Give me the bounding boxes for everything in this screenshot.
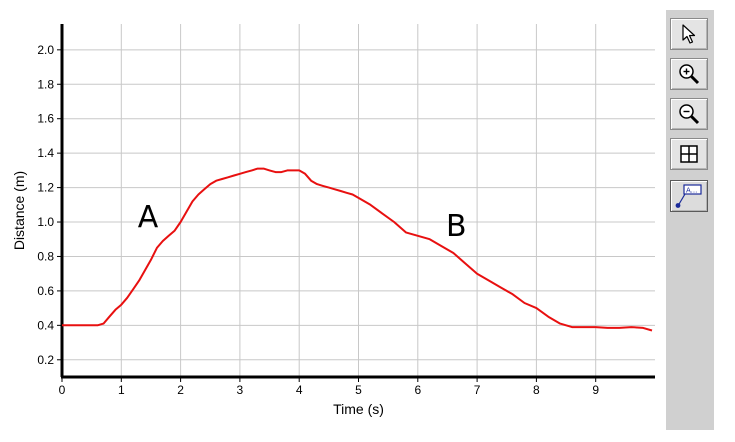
y-tick-label: 1.0	[37, 215, 54, 229]
x-tick-label: 7	[474, 383, 481, 397]
y-tick-label: 1.6	[37, 112, 54, 126]
select-pointer-button[interactable]	[670, 18, 708, 50]
x-tick-label: 3	[237, 383, 244, 397]
distance-time-chart: 0 1 2 3 4 5 6 7 8 9 0.2 0.4 0.6 0.8 1.0 1.2 1.4 1.6 1.8 2.…	[11, 24, 655, 417]
graph-toolbar: A...	[666, 10, 714, 430]
zoom-in-button[interactable]	[670, 58, 708, 90]
svg-text:A...: A...	[686, 187, 697, 195]
x-tick-label: 2	[177, 383, 184, 397]
y-tick-label: 1.8	[37, 77, 54, 91]
y-tick-label: 0.4	[37, 318, 54, 332]
x-tick-label: 4	[296, 383, 303, 397]
y-axis-title: Distance (m)	[11, 171, 27, 250]
y-tick-label: 0.6	[37, 284, 54, 298]
x-tick-label: 8	[533, 383, 540, 397]
x-tick-label: 5	[355, 383, 362, 397]
y-tick-label: 2.0	[37, 43, 54, 57]
distance-series-line	[62, 167, 653, 332]
x-tick-label: 6	[414, 383, 421, 397]
y-tick-label: 0.2	[37, 353, 54, 367]
x-axis-ticks: 0 1 2 3 4 5 6 7 8 9	[59, 377, 599, 397]
series-layer	[62, 167, 653, 332]
zoom-out-icon	[679, 104, 700, 125]
grid-toggle-button[interactable]	[670, 138, 708, 170]
zoom-in-icon	[679, 64, 700, 85]
y-tick-label: 0.8	[37, 249, 54, 263]
annotation-label-b: B	[446, 209, 467, 244]
y-tick-label: 1.4	[37, 146, 54, 160]
x-tick-label: 0	[59, 383, 66, 397]
y-axis-ticks: 0.2 0.4 0.6 0.8 1.0 1.2 1.4 1.6 1.8 2.0	[37, 43, 62, 367]
grid-lines	[62, 24, 655, 377]
x-tick-label: 9	[592, 383, 599, 397]
x-axis-title: Time (s)	[333, 401, 384, 417]
zoom-out-button[interactable]	[670, 98, 708, 130]
x-tick-label: 1	[118, 383, 125, 397]
grid-icon	[680, 145, 698, 163]
annotation-icon: A...	[675, 184, 702, 208]
y-tick-label: 1.2	[37, 181, 54, 195]
annotation-label-a: A	[138, 200, 159, 235]
annotation-button[interactable]: A...	[670, 180, 708, 212]
arrow-pointer-icon	[682, 24, 696, 44]
